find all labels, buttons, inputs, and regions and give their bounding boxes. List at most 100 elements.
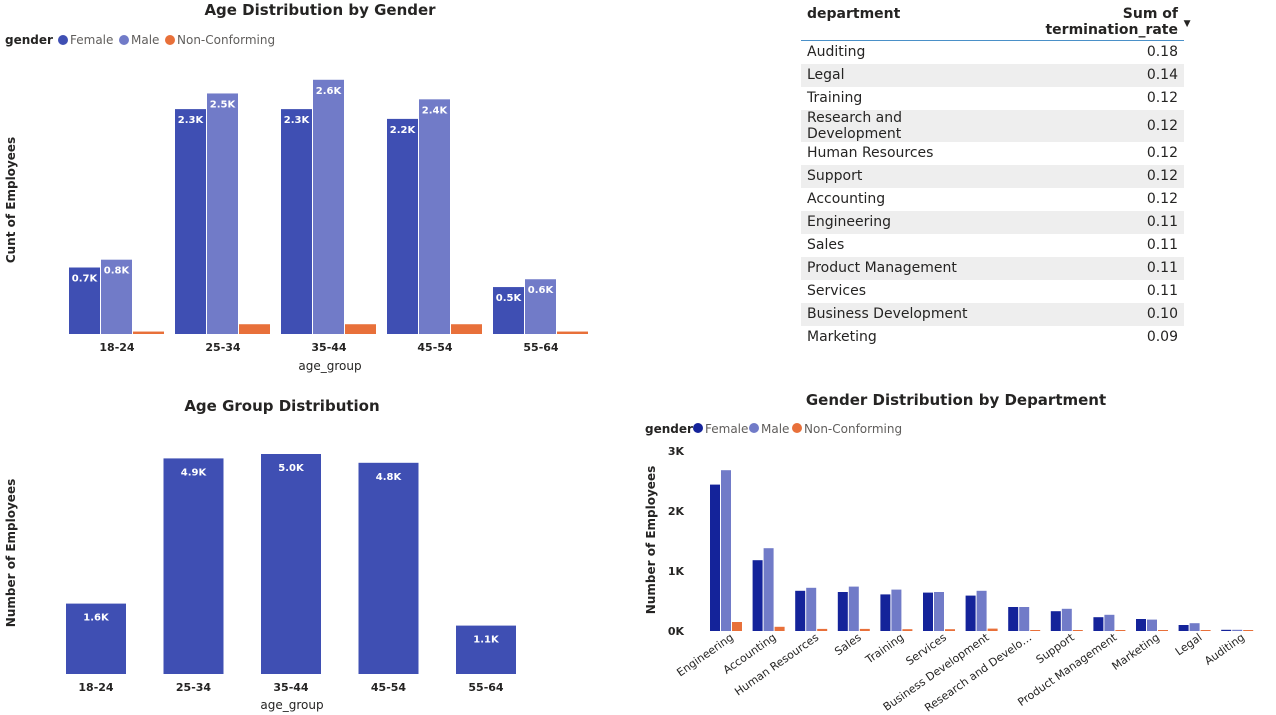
column-header-department[interactable]: department bbox=[801, 0, 990, 41]
data-label: 4.9K bbox=[181, 467, 208, 478]
column-header-termination-rate[interactable]: Sum of termination_rate ▼ bbox=[989, 0, 1191, 41]
table-row[interactable]: Research and Development 0.12 bbox=[801, 109, 1184, 142]
legend-label-female[interactable]: Female bbox=[705, 422, 748, 436]
bar-male-human-resources[interactable] bbox=[806, 587, 817, 631]
bar-non-conforming-55-64[interactable] bbox=[557, 331, 588, 334]
x-tick-label: 18-24 bbox=[99, 341, 135, 354]
bar-female-18-24[interactable] bbox=[69, 267, 100, 334]
table-row[interactable]: Legal 0.14 bbox=[801, 63, 1184, 87]
x-tick-label: Training bbox=[862, 631, 906, 667]
bar-female-support[interactable] bbox=[1050, 611, 1061, 631]
bar-non-conforming-training[interactable] bbox=[902, 629, 913, 631]
bar-male-accounting[interactable] bbox=[763, 548, 774, 631]
cell-termination-rate: 0.12 bbox=[1146, 90, 1178, 106]
bar-male-auditing[interactable] bbox=[1232, 629, 1243, 631]
bar-male-support[interactable] bbox=[1061, 608, 1072, 631]
table-row[interactable]: Accounting 0.12 bbox=[801, 188, 1184, 211]
bar-female-engineering[interactable] bbox=[710, 484, 720, 631]
bar-male-sales[interactable] bbox=[848, 586, 859, 631]
bar-35-44[interactable] bbox=[261, 454, 321, 674]
y-tick-label: 2K bbox=[668, 505, 685, 518]
table-row[interactable]: Marketing 0.09 bbox=[801, 326, 1184, 349]
bar-non-conforming-human-resources[interactable] bbox=[817, 628, 828, 631]
table-row[interactable]: Services 0.11 bbox=[801, 280, 1184, 303]
bar-female-legal[interactable] bbox=[1178, 625, 1189, 631]
bar-non-conforming-auditing[interactable] bbox=[1243, 630, 1254, 631]
bar-female-accounting[interactable] bbox=[752, 560, 763, 631]
table-row[interactable]: Training 0.12 bbox=[801, 87, 1184, 110]
bar-18-24[interactable] bbox=[66, 603, 126, 674]
bar-non-conforming-legal[interactable] bbox=[1200, 630, 1211, 631]
cell-department: Marketing bbox=[807, 329, 877, 345]
bar-female-training[interactable] bbox=[880, 594, 891, 631]
table-row[interactable]: Human Resources 0.12 bbox=[801, 142, 1184, 165]
bar-non-conforming-accounting[interactable] bbox=[774, 626, 785, 631]
bar-female-45-54[interactable] bbox=[387, 118, 418, 334]
bar-55-64[interactable] bbox=[456, 625, 516, 674]
chart-title: Age Group Distribution bbox=[184, 397, 379, 415]
termination-rate-table: department Sum of termination_rate ▼ Aud… bbox=[801, 0, 1191, 349]
bar-non-conforming-45-54[interactable] bbox=[451, 324, 482, 334]
legend-label-nonconforming[interactable]: Non-Conforming bbox=[804, 422, 902, 436]
bar-male-25-34[interactable] bbox=[207, 93, 238, 334]
bar-male-marketing[interactable] bbox=[1147, 619, 1157, 631]
bar-non-conforming-18-24[interactable] bbox=[133, 331, 164, 334]
y-axis-label: Number of Employees bbox=[644, 466, 658, 614]
bar-female-auditing[interactable] bbox=[1221, 629, 1232, 631]
cell-department: Sales bbox=[807, 237, 845, 253]
bar-female-sales[interactable] bbox=[837, 592, 848, 631]
bar-male-business-development[interactable] bbox=[976, 590, 987, 631]
bar-female-35-44[interactable] bbox=[281, 109, 312, 334]
table-row[interactable]: Engineering 0.11 bbox=[801, 210, 1184, 234]
bar-female-product-management[interactable] bbox=[1093, 617, 1104, 631]
table-row[interactable]: Business Development 0.10 bbox=[801, 302, 1184, 326]
bar-female-human-resources[interactable] bbox=[795, 590, 806, 631]
bar-female-25-34[interactable] bbox=[175, 109, 206, 334]
bar-female-services[interactable] bbox=[923, 592, 933, 631]
bar-male-35-44[interactable] bbox=[313, 79, 344, 335]
bar-male-services[interactable] bbox=[934, 592, 944, 631]
table-row[interactable]: Sales 0.11 bbox=[801, 234, 1184, 257]
data-label: 2.2K bbox=[390, 125, 417, 136]
bar-male-engineering[interactable] bbox=[721, 470, 731, 631]
bar-25-34[interactable] bbox=[163, 458, 224, 674]
x-tick-label: Marketing bbox=[1110, 631, 1162, 673]
sort-descending-icon[interactable]: ▼ bbox=[1183, 19, 1191, 29]
bar-female-research-and-develo-[interactable] bbox=[1008, 607, 1019, 631]
bar-male-training[interactable] bbox=[891, 589, 902, 631]
legend-label-male[interactable]: Male bbox=[131, 33, 159, 47]
legend-label-female[interactable]: Female bbox=[70, 33, 113, 47]
bar-male-18-24[interactable] bbox=[101, 259, 132, 334]
cell-termination-rate: 0.11 bbox=[1146, 283, 1178, 299]
bar-non-conforming-25-34[interactable] bbox=[239, 324, 270, 334]
bar-male-45-54[interactable] bbox=[419, 99, 450, 334]
bar-female-55-64[interactable] bbox=[493, 287, 524, 334]
bar-45-54[interactable] bbox=[358, 462, 419, 674]
dept-gender-chart: Gender Distribution by Department gender… bbox=[644, 391, 1254, 715]
legend-label-nonconforming[interactable]: Non-Conforming bbox=[177, 33, 275, 47]
legend-label-male[interactable]: Male bbox=[761, 422, 789, 436]
bar-non-conforming-sales[interactable] bbox=[859, 628, 870, 631]
bar-non-conforming-35-44[interactable] bbox=[345, 324, 376, 334]
bar-non-conforming-product-management[interactable] bbox=[1115, 630, 1126, 631]
cell-termination-rate: 0.12 bbox=[1146, 191, 1178, 207]
table-row[interactable]: Auditing 0.18 bbox=[801, 41, 1184, 64]
bar-non-conforming-business-development[interactable] bbox=[987, 628, 998, 631]
table-row[interactable]: Support 0.12 bbox=[801, 164, 1184, 188]
column-header-label: Sum of termination_rate bbox=[1045, 6, 1178, 38]
table-row[interactable]: Product Management 0.11 bbox=[801, 256, 1184, 280]
bar-male-product-management[interactable] bbox=[1104, 614, 1115, 631]
x-tick-label: 35-44 bbox=[273, 681, 309, 694]
bar-non-conforming-services[interactable] bbox=[945, 629, 955, 631]
bar-male-55-64[interactable] bbox=[525, 279, 556, 334]
bar-non-conforming-engineering[interactable] bbox=[732, 622, 742, 631]
age-group-chart: Age Group Distribution Number of Employe… bbox=[4, 397, 516, 712]
bar-female-marketing[interactable] bbox=[1136, 619, 1146, 631]
bar-male-research-and-develo-[interactable] bbox=[1019, 607, 1030, 631]
bar-male-legal[interactable] bbox=[1189, 623, 1200, 631]
bar-non-conforming-support[interactable] bbox=[1072, 630, 1083, 631]
bar-non-conforming-research-and-develo-[interactable] bbox=[1030, 630, 1041, 631]
bar-female-business-development[interactable] bbox=[965, 595, 976, 631]
bar-non-conforming-marketing[interactable] bbox=[1158, 630, 1168, 631]
cell-department: Auditing bbox=[807, 44, 866, 61]
